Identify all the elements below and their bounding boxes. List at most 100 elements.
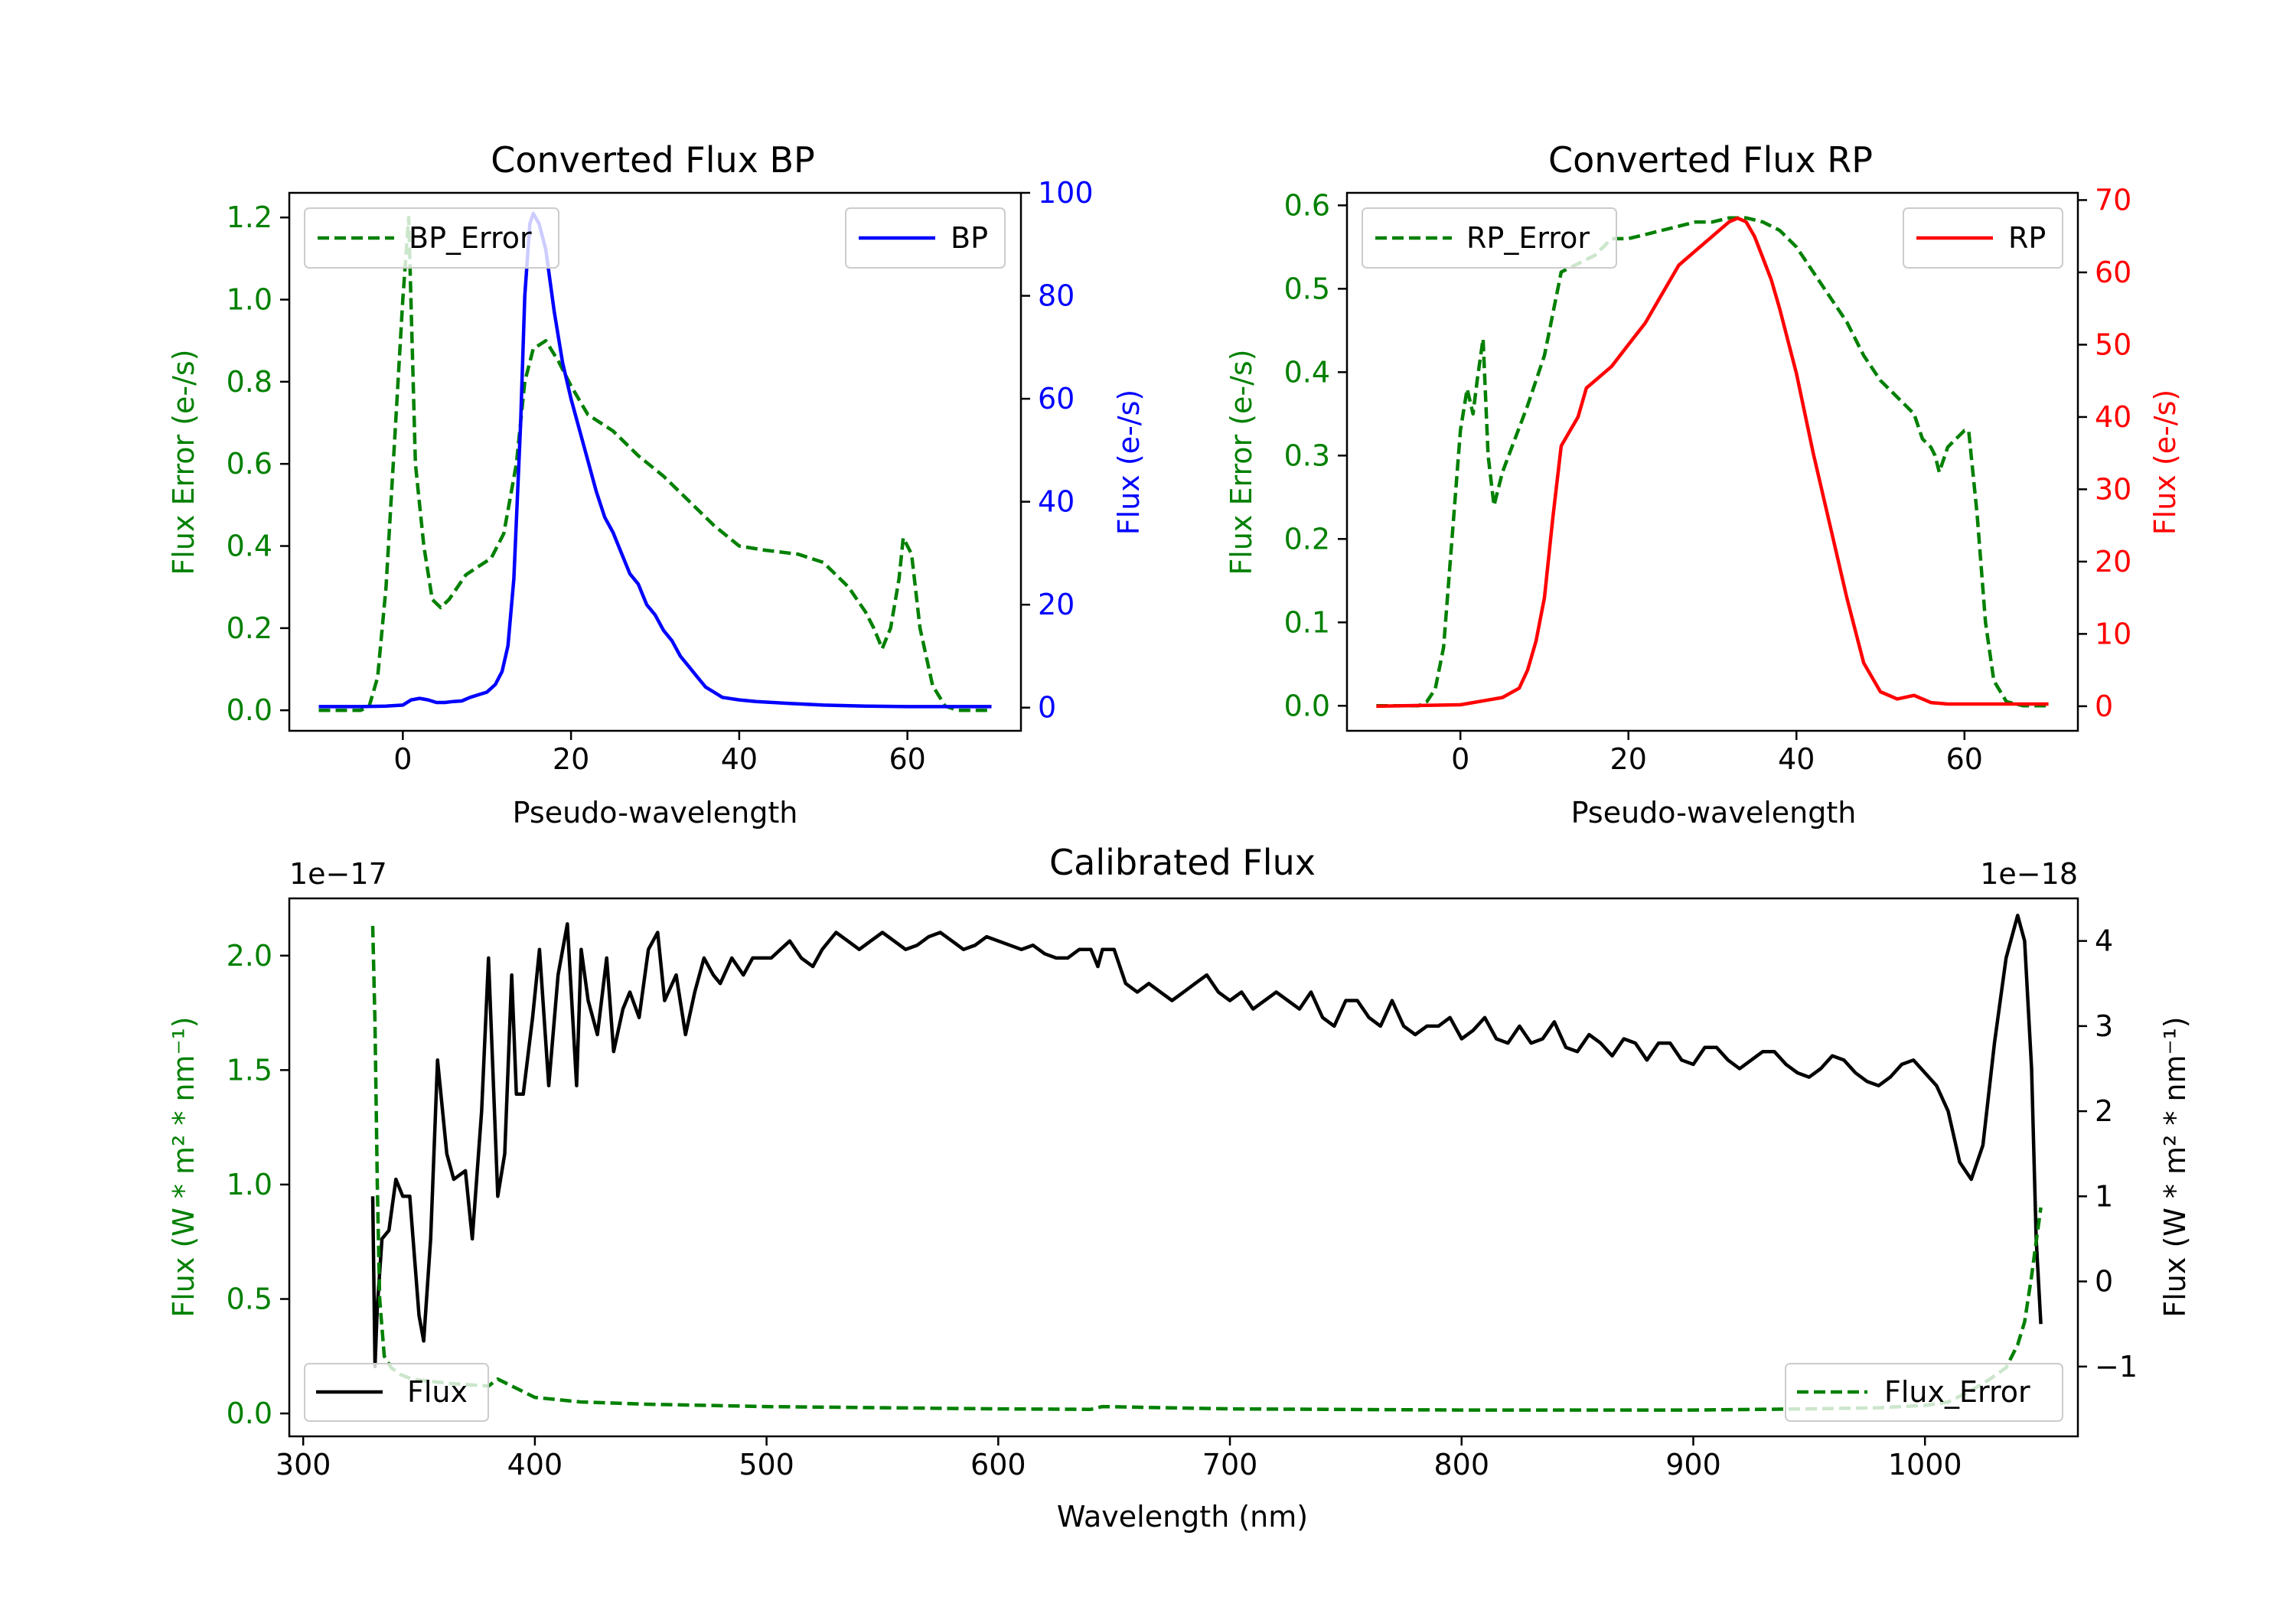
bp-left-tick-label: 0.2 [227,611,272,645]
bp-left-tick-label: 1.2 [227,200,272,234]
cal-left-tick-label: 0.5 [227,1283,272,1316]
cal-legend-error: Flux_Error [1785,1363,2063,1422]
bp-marks [318,211,992,712]
rp-right-tick-label: 40 [2095,400,2131,434]
cal-legend-flux: Flux [304,1363,489,1422]
cal-right-tick-label: 2 [2095,1094,2113,1128]
rp-legend-error: RP_Error [1362,207,1617,269]
cal-right-tick-label: 1 [2095,1179,2113,1213]
cal-panel: Calibrated Flux 1e−17 1e−18 300 400 500 600… [167,842,2192,1534]
bp-left-axis: 0.0 0.2 0.4 0.6 0.8 1.0 1.2 [227,200,289,727]
rp-left-tick-label: 0.1 [1284,605,1330,639]
rp-left-axis: 0.0 0.1 0.2 0.3 0.4 0.5 0.6 [1284,188,1347,722]
cal-title: Calibrated Flux [1049,842,1316,883]
rp-right-tick-label: 70 [2095,183,2131,217]
rp-left-tick-label: 0.2 [1284,522,1330,556]
rp-left-tick-label: 0.4 [1284,355,1330,389]
rp-right-tick-label: 30 [2095,472,2131,506]
cal-x-tick-label: 900 [1665,1448,1721,1482]
rp-left-tick-label: 0.5 [1284,272,1330,305]
cal-x-tick-label: 600 [970,1448,1026,1482]
cal-legend-flux-label: Flux [407,1375,468,1409]
bp-legend-error-label: BP_Error [409,221,532,255]
rp-left-tick-label: 0.3 [1284,438,1330,472]
cal-x-tick-label: 400 [507,1448,563,1482]
bp-right-axis: 0 20 40 60 80 100 [1021,176,1094,725]
cal-x-label: Wavelength (nm) [1057,1500,1308,1534]
bp-y-label-right: Flux (e-/s) [1112,390,1146,535]
rp-right-tick-label: 50 [2095,328,2131,361]
rp-right-tick-label: 60 [2095,256,2131,289]
bp-x-tick-label: 40 [721,742,758,776]
cal-plot-frame [288,897,2079,1438]
rp-title: Converted Flux RP [1548,139,1873,181]
cal-x-tick-label: 1000 [1888,1448,1962,1482]
cal-left-tick-label: 2.0 [227,939,272,973]
rp-x-tick-label: 20 [1610,742,1647,776]
rp-x-axis: 0 20 40 60 [1451,731,1983,776]
cal-left-offset: 1e−17 [289,857,387,891]
bp-plot-frame [288,191,1022,732]
rp-x-tick-label: 40 [1778,742,1815,776]
bp-panel: Converted Flux BP 0 20 40 60 0.00.20.40.60.… [167,139,1146,830]
bp-left-tick-label: 1.0 [227,283,272,317]
rp-y-label-right: Flux (e-/s) [2148,390,2182,535]
bp-legend-flux: BP [845,207,1006,269]
bp-series-bp-error-line [318,215,992,712]
cal-right-tick-label: 3 [2095,1009,2113,1043]
bp-y-label-left: Flux Error (e-/s) [167,349,201,575]
cal-right-tick-label: 0 [2095,1265,2113,1299]
cal-legend-error-label: Flux_Error [1884,1375,2030,1409]
rp-series-rp-line [1376,216,2049,709]
bp-right-tick-label: 60 [1038,382,1075,416]
bp-x-tick-label: 20 [553,742,589,776]
rp-right-axis: 0 10 20 30 40 50 60 70 [2078,183,2131,723]
bp-left-tick-label: 0.0 [227,693,272,727]
bp-left-tick-label: 0.8 [227,365,272,399]
cal-series-flux-line [370,913,2043,1369]
rp-marks [1376,216,2049,709]
rp-legend-flux-label: RP [2008,221,2046,255]
bp-x-tick-label: 0 [393,742,412,776]
bp-legend-error-box [304,207,559,269]
rp-right-tick-label: 20 [2095,545,2131,579]
cal-legend-flux-box [304,1363,489,1422]
rp-right-tick-label: 10 [2095,617,2131,650]
cal-right-tick-label: 4 [2095,924,2113,958]
bp-title: Converted Flux BP [491,139,815,181]
bp-right-tick-label: 20 [1038,588,1075,621]
cal-x-tick-label: 300 [276,1448,331,1482]
rp-x-tick-label: 0 [1451,742,1469,776]
cal-x-tick-label: 800 [1433,1448,1489,1482]
cal-legend-error-box [1785,1363,2063,1422]
cal-y-label-right: Flux (W * m² * nm⁻¹) [2158,1016,2192,1317]
rp-left-tick-label: 0.6 [1284,188,1330,222]
bp-right-tick-label: 100 [1038,176,1094,210]
bp-right-tick-label: 40 [1038,485,1075,519]
cal-right-tick-label: −1 [2095,1350,2138,1384]
rp-x-label: Pseudo-wavelength [1571,796,1857,830]
cal-x-tick-label: 500 [739,1448,794,1482]
bp-x-axis: 0 20 40 60 [393,731,926,776]
bp-left-tick-label: 0.4 [227,530,272,563]
rp-left-tick-label: 0.0 [1284,689,1330,722]
bp-series-bp-line [318,211,992,709]
cal-y-label-left: Flux (W * m² * nm⁻¹) [167,1016,201,1317]
rp-legend-error-box [1362,207,1617,269]
rp-series-rp-error-line [1376,216,2049,708]
bp-right-tick-label: 80 [1038,279,1075,313]
bp-legend-flux-label: BP [951,221,988,255]
bp-left-tick-label: 0.6 [227,447,272,481]
bp-right-tick-label: 0 [1038,691,1056,725]
rp-right-tick-label: 0 [2095,689,2113,723]
cal-right-offset: 1e−18 [1980,857,2078,891]
cal-left-tick-label: 0.0 [227,1397,272,1430]
rp-panel: Converted Flux RP 0 20 40 60 0.00.10.20.30.… [1225,139,2182,830]
rp-legend-error-label: RP_Error [1466,221,1590,255]
bp-x-tick-label: 60 [889,742,925,776]
rp-plot-frame [1345,191,2079,732]
cal-x-tick-label: 700 [1202,1448,1258,1482]
cal-right-axis: −1 0 1 2 3 4 [2078,924,2138,1384]
cal-left-tick-label: 1.5 [227,1053,272,1087]
cal-x-axis: 300 400 500 600 700 800 900 1000 [276,1436,1962,1482]
